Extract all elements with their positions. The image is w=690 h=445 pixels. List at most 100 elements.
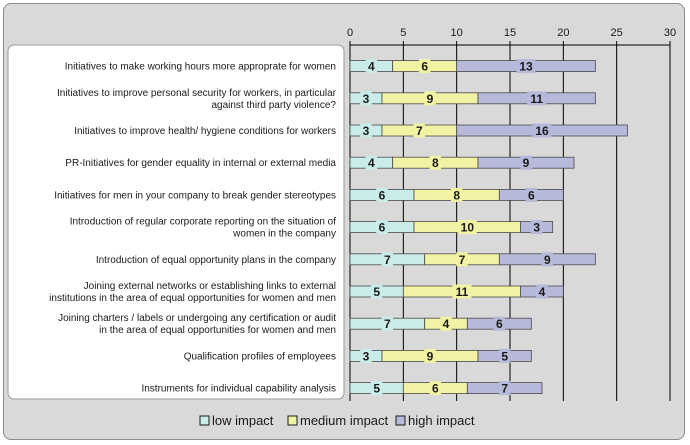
data-label: 4 <box>368 60 375 74</box>
data-label-bg <box>429 381 442 396</box>
data-label-bg <box>498 348 511 363</box>
data-label: 7 <box>384 253 391 267</box>
category-label: Initiatives to improve personal security… <box>57 88 337 99</box>
category-label: Qualification profiles of employees <box>184 351 336 362</box>
data-label-bg <box>365 59 378 74</box>
data-label: 3 <box>533 221 540 235</box>
data-label: 6 <box>528 188 535 202</box>
data-label: 9 <box>427 349 434 363</box>
data-label-bg <box>520 155 532 170</box>
data-label-bg <box>429 155 442 170</box>
data-label: 8 <box>432 156 439 170</box>
data-label: 10 <box>461 221 475 235</box>
data-label: 9 <box>523 156 530 170</box>
data-label-bg <box>498 381 511 396</box>
data-label-bg <box>360 348 372 363</box>
data-label: 7 <box>501 382 508 396</box>
data-label-bg <box>360 91 372 106</box>
data-label-bg <box>450 187 463 202</box>
category-label: Instruments for individual capability an… <box>141 384 336 395</box>
data-label: 3 <box>363 349 370 363</box>
category-label: Introduction of equal opportunity plans … <box>96 255 336 266</box>
legend-label: low impact <box>212 413 274 428</box>
data-label: 7 <box>416 124 423 138</box>
data-label: 11 <box>530 92 543 106</box>
x-tick-label: 15 <box>504 27 516 39</box>
data-label: 7 <box>459 253 466 267</box>
data-label-bg <box>527 91 547 106</box>
category-label: Initiatives to improve health/ hygiene c… <box>74 126 336 137</box>
category-labels: Initiatives to make working hours more a… <box>49 62 337 395</box>
category-label: Initiatives to make working hours more a… <box>65 62 336 73</box>
x-tick-label: 0 <box>347 27 353 39</box>
data-label-bg <box>516 59 536 74</box>
category-label: Initiatives for men in your company to b… <box>54 190 336 201</box>
data-label: 9 <box>544 253 551 267</box>
data-label: 11 <box>456 285 469 299</box>
data-label-bg <box>440 316 452 331</box>
data-label-bg <box>360 123 372 138</box>
data-label-bg <box>452 284 472 299</box>
data-label: 3 <box>363 124 370 138</box>
x-axis: 0 5 10 15 20 25 30 <box>347 27 676 46</box>
legend-swatch <box>395 415 406 426</box>
data-label-bg <box>381 252 394 267</box>
x-tick-label: 25 <box>611 27 623 39</box>
data-label: 4 <box>443 317 450 331</box>
data-label: 5 <box>501 349 508 363</box>
data-label: 6 <box>379 221 386 235</box>
data-label-bg <box>413 123 426 138</box>
data-label: 5 <box>373 382 380 396</box>
data-label-bg <box>493 316 506 331</box>
data-label: 4 <box>539 285 546 299</box>
data-label: 6 <box>432 382 439 396</box>
data-label-bg <box>418 59 431 74</box>
data-label-bg <box>530 220 543 235</box>
data-label-bg <box>376 187 388 202</box>
data-label-bg <box>370 284 383 299</box>
data-label: 8 <box>453 188 460 202</box>
data-label: 6 <box>421 60 428 74</box>
data-label: 9 <box>427 92 434 106</box>
data-label-bg <box>381 316 394 331</box>
category-label: institutions in the area of equal opport… <box>49 293 336 304</box>
x-tick-label: 10 <box>451 27 463 39</box>
data-label-bg <box>376 220 388 235</box>
data-label: 3 <box>363 92 370 106</box>
data-label-bg <box>456 252 468 267</box>
category-label: in the area of equal opportunities for w… <box>99 325 336 336</box>
data-label-bg <box>365 155 378 170</box>
data-label: 16 <box>535 124 549 138</box>
data-label-bg <box>536 284 548 299</box>
category-label: PR-Initiatives for gender equality in in… <box>65 158 336 169</box>
x-tick-label: 30 <box>664 27 676 39</box>
legend-label: medium impact <box>300 413 389 428</box>
legend-label: high impact <box>408 413 475 428</box>
data-label: 4 <box>368 156 375 170</box>
category-label: Introduction of regular corporate report… <box>70 217 336 228</box>
legend-swatch <box>199 415 210 426</box>
legend-swatch <box>287 415 298 426</box>
category-label: Joining external networks or establishin… <box>84 281 336 292</box>
data-label: 13 <box>519 60 533 74</box>
data-label: 7 <box>384 317 391 331</box>
data-label-bg <box>424 348 436 363</box>
data-label: 6 <box>379 188 386 202</box>
category-label: Joining charters / labels or undergoing … <box>58 313 336 324</box>
data-label: 5 <box>373 285 380 299</box>
x-tick-label: 5 <box>400 27 406 39</box>
data-label-bg <box>532 123 552 138</box>
data-label-bg <box>457 220 477 235</box>
bars: 4 6 13 3 9 11 3 7 16 4 8 9 6 8 6 6 10 3 7 7 9 5 11 4 7 4 6 3 9 5 5 6 7 <box>349 59 628 396</box>
data-label-bg <box>424 91 436 106</box>
category-label: against third party violence? <box>211 100 336 111</box>
data-label: 6 <box>496 317 503 331</box>
category-label: women in the company <box>232 229 336 240</box>
data-label-bg <box>370 381 383 396</box>
data-label-bg <box>525 187 538 202</box>
plot-area <box>7 44 345 400</box>
data-label-bg <box>541 252 554 267</box>
legend: low impact medium impact high impact <box>199 413 475 428</box>
x-tick-label: 20 <box>557 27 569 39</box>
